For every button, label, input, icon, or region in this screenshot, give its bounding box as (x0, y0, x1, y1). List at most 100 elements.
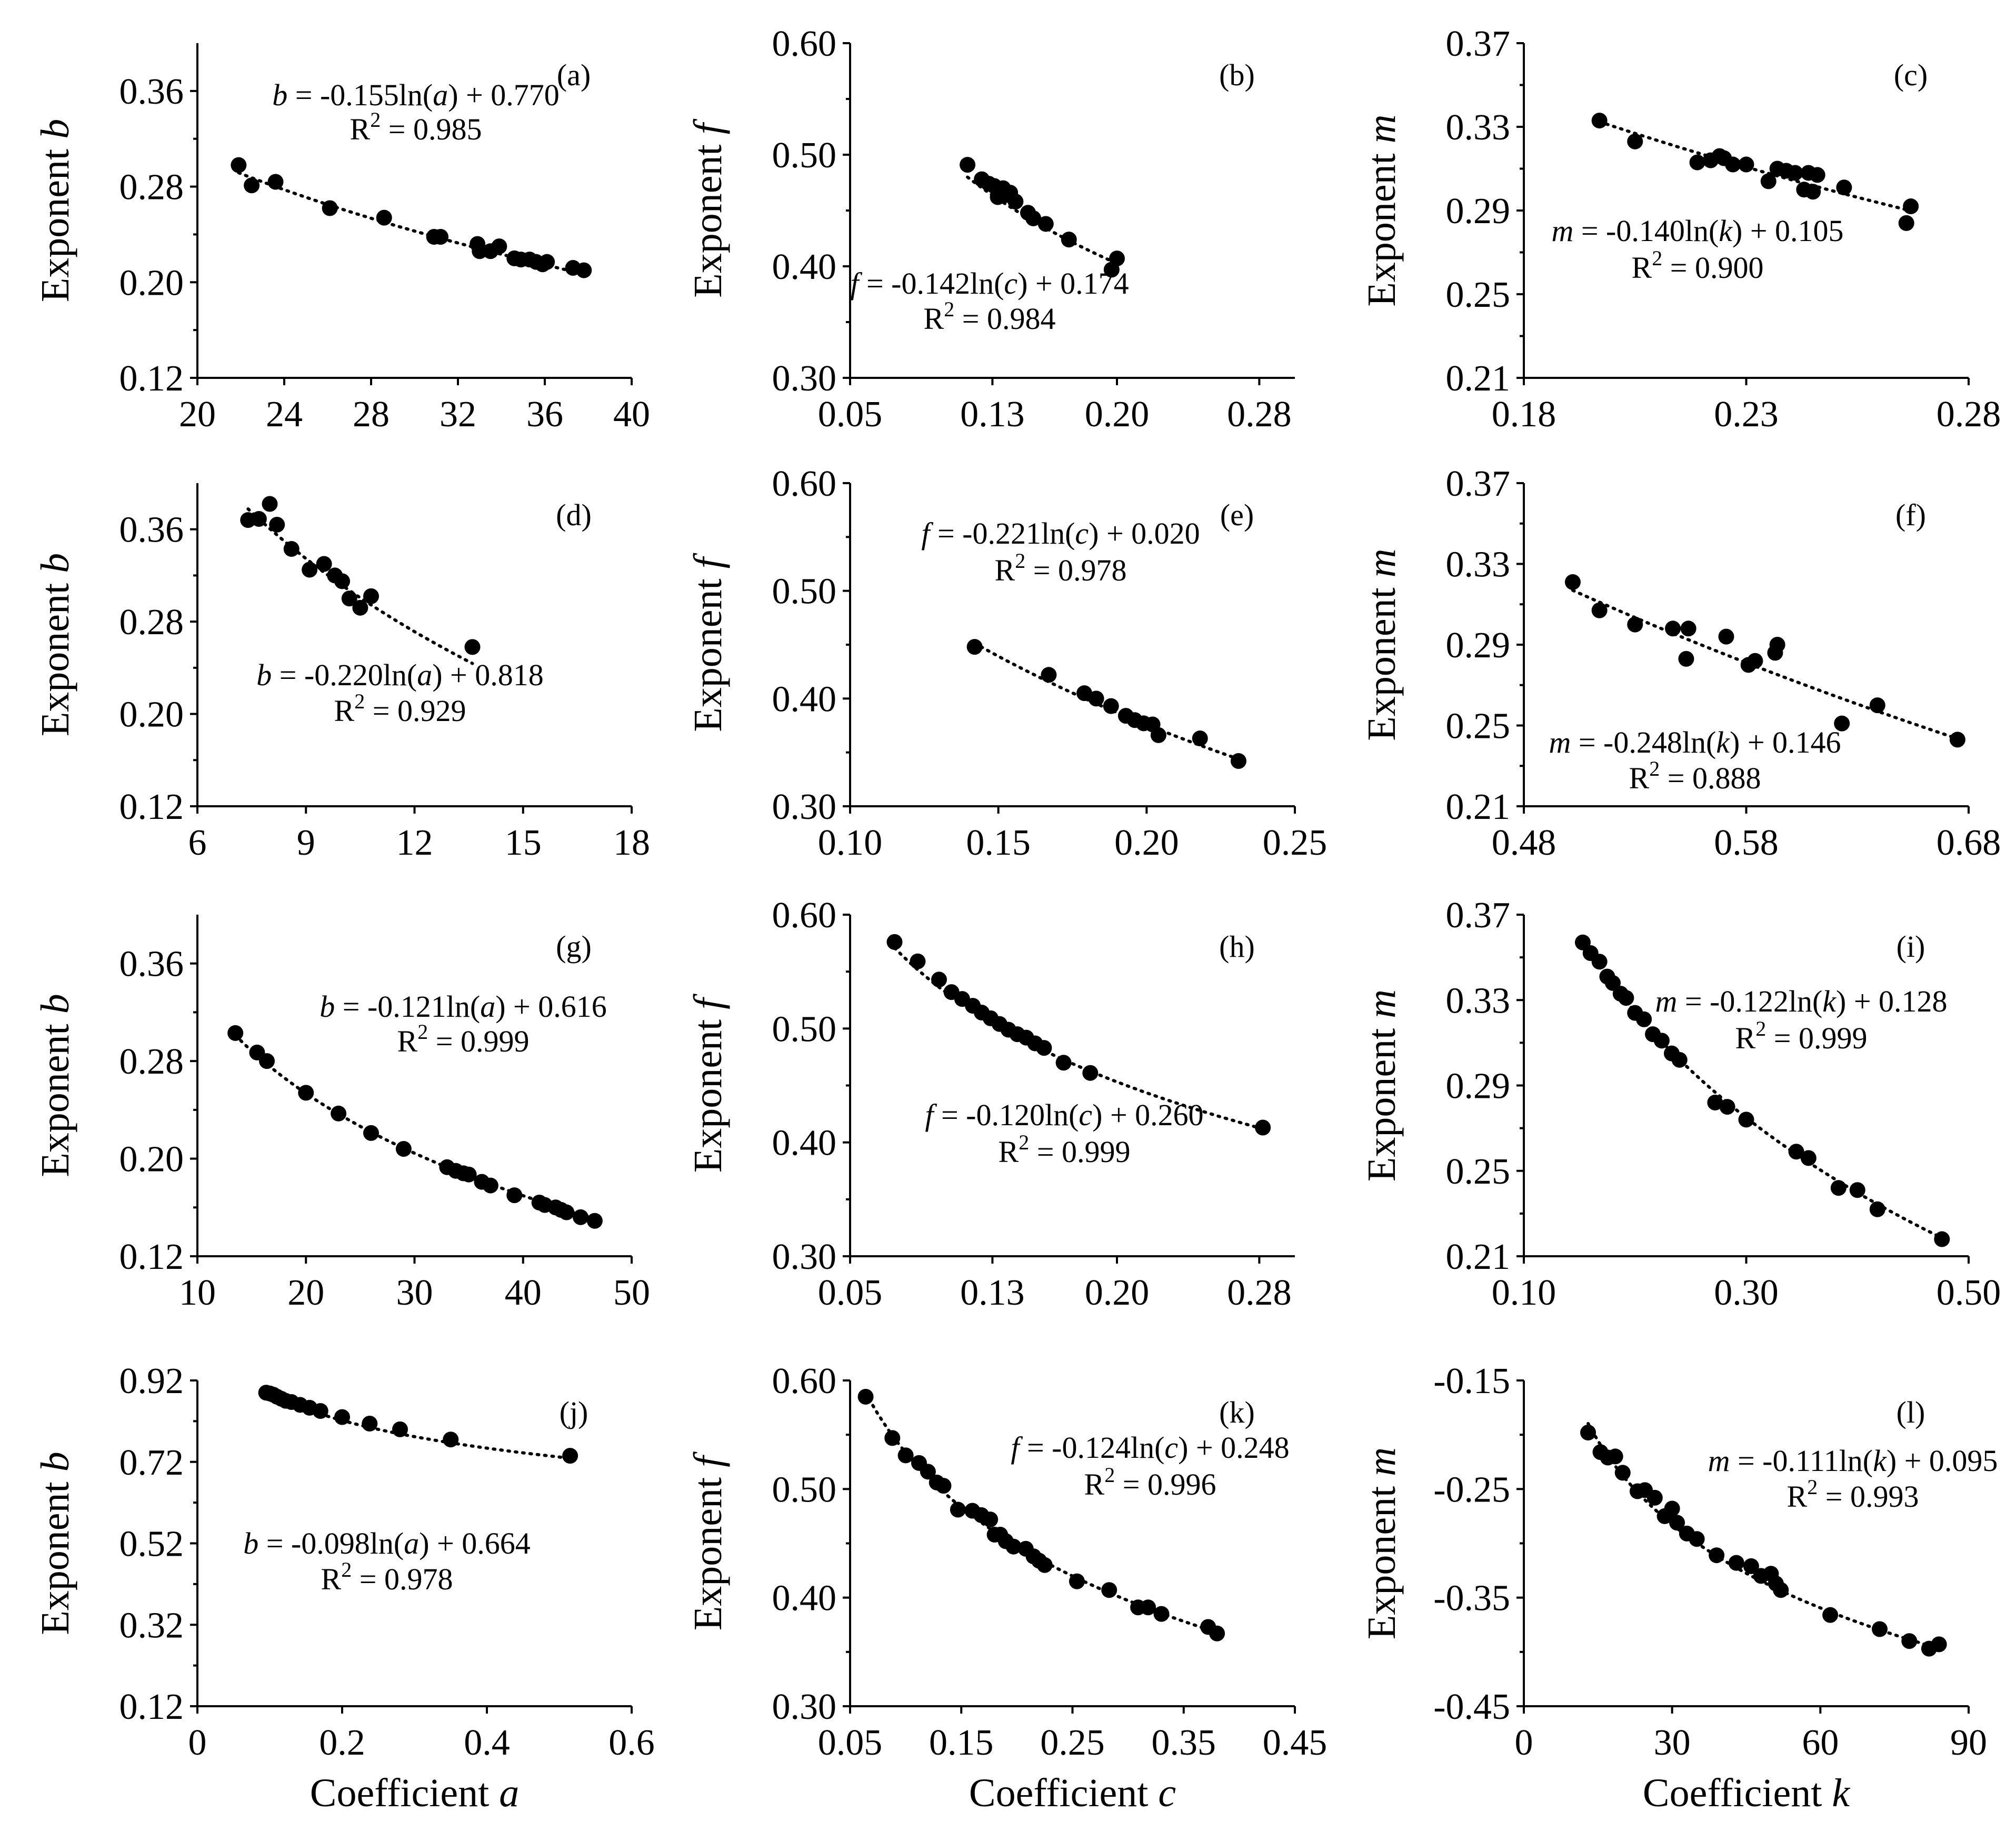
x-tick-label: 24 (266, 394, 303, 435)
data-point (857, 1388, 874, 1405)
data-point (1836, 179, 1852, 196)
data-point (1627, 133, 1643, 149)
data-point (1872, 1621, 1888, 1637)
data-point (312, 1403, 328, 1419)
y-tick-label: 0.72 (119, 1443, 184, 1483)
x-tick-label: 0.2 (319, 1723, 365, 1763)
fit-equation: m = -0.248ln(k) + 0.146 (1549, 725, 1841, 759)
data-point (960, 157, 976, 173)
data-point (1718, 628, 1734, 645)
data-point (1140, 1599, 1156, 1616)
panel-c: 0.21 0.25 0.29 0.33 0.37 0.18 0.23 0.28 Exponent… (1360, 24, 2001, 435)
data-point (1109, 251, 1125, 267)
x-tick-label: 0.30 (1714, 1273, 1779, 1313)
data-point (539, 254, 555, 270)
panel-label: (g) (556, 929, 592, 964)
x-tick-label: 0.23 (1714, 394, 1779, 435)
fit-equation: b = -0.220ln(a) + 0.818 (256, 658, 543, 692)
x-tick-label: 0.45 (1263, 1723, 1328, 1763)
data-point (1153, 1606, 1170, 1622)
x-tick-label: 30 (396, 1273, 433, 1313)
data-point (562, 1448, 578, 1464)
data-point (491, 238, 507, 255)
y-tick-label: 0.28 (119, 1042, 184, 1082)
y-tick-label: 0.50 (772, 1469, 837, 1510)
data-point (1719, 1099, 1735, 1115)
panel-label: (b) (1219, 58, 1255, 92)
data-point (1725, 156, 1741, 173)
data-point (1614, 1465, 1631, 1481)
data-point (316, 556, 332, 572)
x-tick-label: 20 (179, 394, 216, 435)
y-tick-label: 0.12 (119, 1237, 184, 1277)
data-point (1036, 1040, 1052, 1056)
data-point (251, 510, 267, 527)
y-tick-label: 0.25 (1446, 1152, 1511, 1192)
y-axis-title: Exponent b (33, 119, 77, 302)
y-tick-label: 0.33 (1446, 107, 1511, 148)
x-tick-label: 0.05 (818, 394, 883, 435)
x-tick-label: 0.68 (1937, 823, 2001, 863)
x-tick-label: 6 (188, 823, 207, 863)
x-tick-label: 18 (613, 823, 650, 863)
y-tick-label: -0.15 (1433, 1361, 1510, 1401)
x-tick-label: 40 (613, 394, 650, 435)
data-point (298, 1085, 314, 1101)
panel-label: (e) (1220, 498, 1254, 532)
data-point (267, 174, 284, 190)
data-point (363, 588, 379, 604)
fit-equation: f = -0.142ln(c) + 0.174 (850, 266, 1129, 301)
data-point (1055, 1055, 1072, 1071)
data-point (886, 934, 903, 950)
data-point (1069, 1573, 1085, 1589)
x-tick-label: 0.13 (960, 1273, 1025, 1313)
data-point (302, 562, 318, 578)
r-squared: R2 = 0.978 (321, 1558, 453, 1596)
x-tick-label: 0.50 (1937, 1273, 2001, 1313)
x-axis-title: Coefficient c (969, 1771, 1176, 1815)
data-point (1101, 1582, 1117, 1598)
r-squared: R2 = 0.888 (1629, 757, 1761, 795)
data-point (259, 1053, 275, 1069)
y-axis-title: Exponent m (1360, 1447, 1404, 1639)
x-tick-label: 0.10 (818, 823, 883, 863)
fit-equation: b = -0.121ln(a) + 0.616 (320, 989, 606, 1024)
x-tick-label: 50 (613, 1273, 650, 1313)
x-tick-label: 0.48 (1492, 823, 1556, 863)
data-point (472, 243, 488, 259)
x-tick-label: 0.05 (818, 1723, 883, 1763)
y-tick-label: 0.29 (1446, 625, 1511, 666)
data-point (1931, 1636, 1947, 1653)
data-point (331, 1105, 347, 1122)
data-point (227, 1025, 244, 1041)
data-point (464, 639, 481, 655)
x-axis-title: Coefficient a (310, 1771, 519, 1815)
y-axis-title: Exponent f (686, 553, 730, 732)
data-point (1664, 1500, 1680, 1517)
data-point (576, 262, 592, 278)
axes-c (1523, 43, 1969, 379)
x-tick-label: 0.6 (608, 1723, 655, 1763)
data-point (950, 1501, 966, 1518)
fit-equation: b = -0.155ln(a) + 0.770 (272, 78, 559, 112)
y-tick-label: 0.50 (772, 1009, 837, 1049)
y-tick-label: 0.60 (772, 24, 837, 64)
x-tick-label: 0.20 (1085, 1273, 1150, 1313)
x-tick-label: 32 (440, 394, 476, 435)
r-squared: R2 = 0.985 (350, 108, 482, 146)
data-point (884, 1430, 901, 1446)
y-tick-label: 0.28 (119, 602, 184, 643)
r-squared: R2 = 0.996 (1084, 1463, 1216, 1501)
data-point (1689, 154, 1705, 171)
x-tick-label: 90 (1950, 1723, 1987, 1763)
data-point (1192, 730, 1208, 747)
data-point (1025, 210, 1042, 226)
data-point (376, 209, 392, 226)
r-squared: R2 = 0.984 (924, 297, 1056, 336)
panel-label: (l) (1897, 1395, 1925, 1429)
fit-equation: m = -0.122ln(k) + 0.128 (1655, 984, 1947, 1018)
y-tick-label: 0.37 (1446, 24, 1511, 64)
data-point (1580, 1425, 1596, 1441)
y-tick-label: 0.25 (1446, 706, 1511, 747)
r-squared: R2 = 0.999 (397, 1020, 530, 1058)
